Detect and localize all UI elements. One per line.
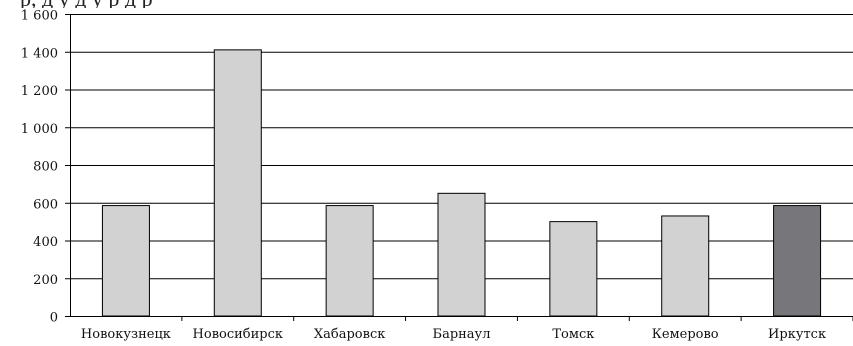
bars: [101, 49, 822, 317]
cropped-caption-strip: р, д у д у р д р: [0, 0, 853, 8]
bar-Томск: [549, 221, 598, 317]
bar-Новосибирск: [213, 49, 262, 317]
y-tick-label: 600: [33, 197, 58, 212]
y-tick-label: 400: [33, 235, 58, 250]
x-category-label: Барнаул: [433, 327, 491, 342]
bar-Новокузнецк: [101, 205, 150, 317]
x-category-label: Новосибирск: [193, 327, 283, 342]
x-category-label: Кемерово: [652, 327, 719, 342]
y-tick-label: 1 400: [21, 46, 58, 61]
x-category-label: Новокузнецк: [81, 327, 171, 342]
x-category-label: Хабаровск: [314, 327, 385, 342]
y-tick-label: 1 600: [21, 9, 58, 24]
x-category-label: Иркутск: [768, 327, 826, 342]
grid-lines: [70, 14, 853, 280]
bar-Барнаул: [437, 192, 486, 317]
bar-Кемерово: [661, 215, 710, 317]
y-tick-label: 0: [50, 311, 58, 326]
x-axis-category-labels: Новокузнецк Новосибирск Хабаровск Барнаул То…: [81, 327, 826, 342]
y-axis-tick-labels: 0 200 400 600 800 1 000 1 200 1 400 1 600: [21, 9, 58, 326]
y-tick-label: 1 000: [21, 122, 58, 137]
bar-Хабаровск: [325, 205, 374, 317]
bar-Иркутск: [773, 205, 822, 317]
x-category-label: Томск: [552, 327, 594, 342]
y-tick-label: 800: [33, 160, 58, 175]
y-tick-label: 1 200: [21, 84, 58, 99]
y-tick-label: 200: [33, 273, 58, 288]
cropped-caption-text: р, д у д у р д р: [20, 0, 153, 8]
